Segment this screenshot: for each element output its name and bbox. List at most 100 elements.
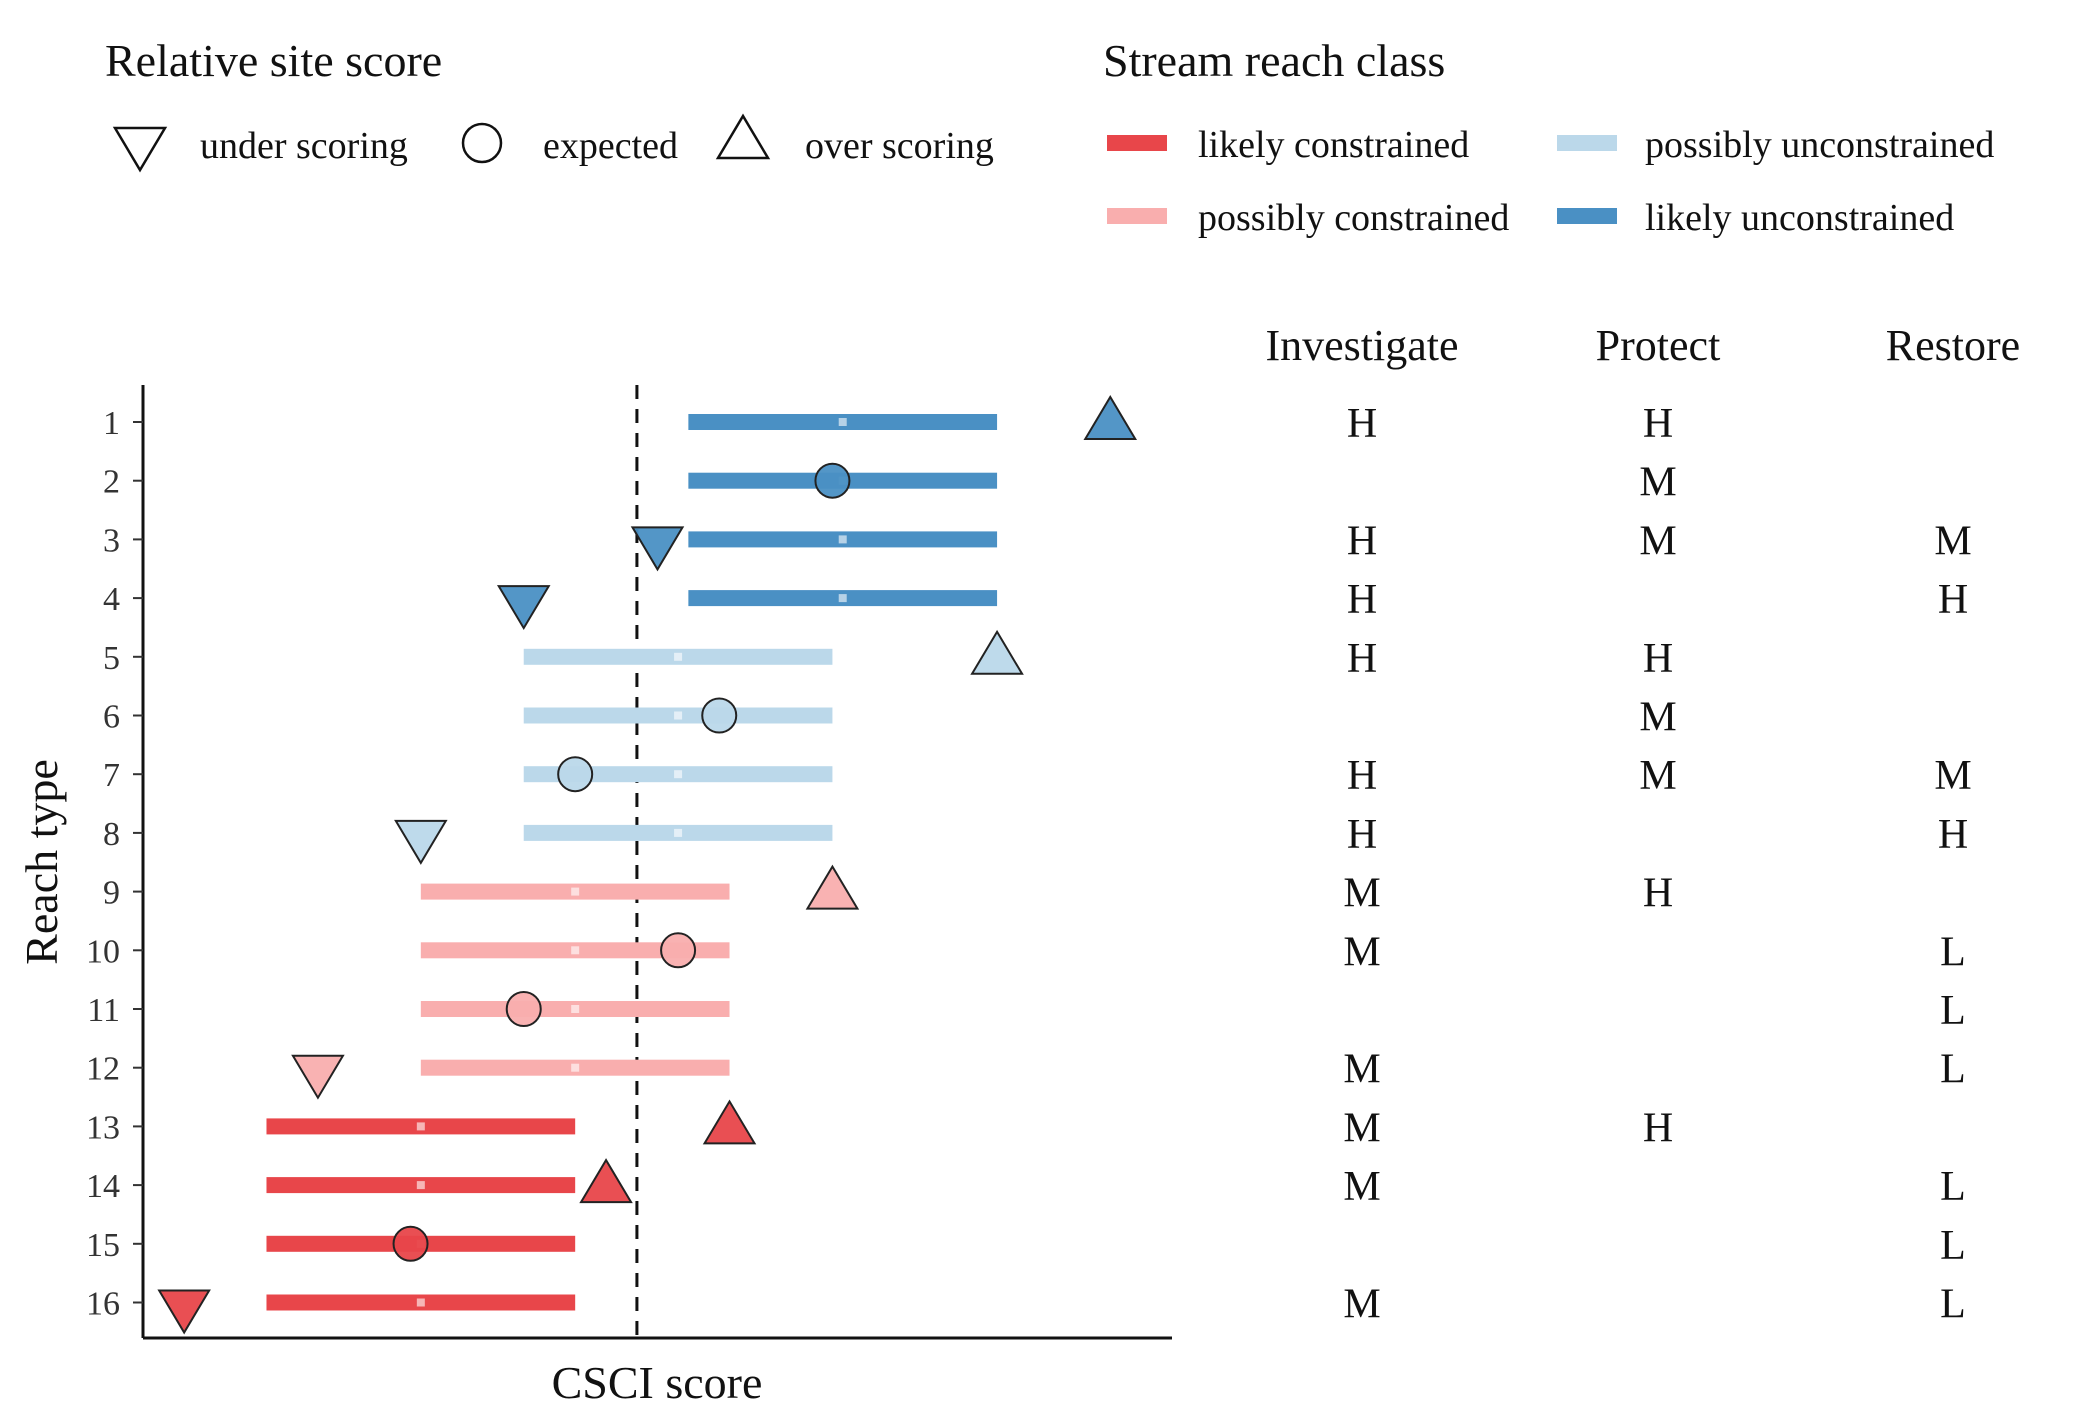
priority-cell: M [1639,695,1676,741]
y-tick-label: 9 [103,875,120,912]
legend-swatch-likely-unconstrained [1557,208,1617,224]
priority-cell: M [1934,518,1971,564]
priority-cell: H [1347,812,1377,858]
y-tick-label: 12 [86,1051,120,1088]
y-tick-label: 11 [87,992,120,1029]
legend-possibly-constrained-label: possibly constrained [1198,197,1509,239]
priority-cell: H [1938,577,1968,623]
triangle-down-icon [112,126,168,173]
legend-site-score: Relative site score under scoring expect… [105,35,994,173]
priority-cell: M [1343,1282,1380,1328]
site-score-markers [157,395,1138,1335]
legend-under-scoring-label: under scoring [200,125,408,167]
reach-median-mark [674,652,683,661]
priority-column-header: Protect [1596,321,1721,370]
priority-cell: M [1343,1105,1380,1151]
legend-swatch-likely-constrained [1107,135,1167,151]
y-tick-label: 10 [86,933,120,970]
y-tick-label: 4 [103,581,120,618]
legend-possibly-unconstrained-label: possibly unconstrained [1645,124,1994,166]
site-marker-over-scoring [579,1158,633,1204]
legend-swatch-possibly-unconstrained [1557,135,1617,151]
y-axis-title: Reach type [16,759,67,965]
priority-cell: L [1940,1047,1966,1093]
priority-cell: H [1643,871,1673,917]
site-marker-expected [814,462,851,499]
axes: CSCI score Reach type [16,385,1172,1408]
reach-median-mark [674,711,683,720]
reach-median-mark [838,418,847,426]
priority-cell: H [1938,812,1968,858]
legend-swatch-possibly-constrained [1107,208,1167,224]
legend-likely-unconstrained-label: likely unconstrained [1645,197,1954,239]
legend-expected-label: expected [543,125,678,167]
priority-cell: H [1643,636,1673,682]
site-marker-over-scoring [970,629,1024,675]
x-axis-title: CSCI score [552,1357,763,1408]
priority-cell: L [1940,1164,1966,1210]
priority-cell: H [1347,518,1377,564]
priority-cell: M [1639,518,1676,564]
y-tick-label: 7 [103,757,120,794]
priority-cell: H [1347,636,1377,682]
priority-cell: M [1343,1047,1380,1093]
reach-median-mark [838,594,847,603]
y-tick-label: 16 [86,1286,120,1323]
legend-site-score-title: Relative site score [105,35,442,86]
reach-median-mark [416,1298,425,1307]
reach-median-mark [416,1122,425,1131]
priority-cell: H [1347,753,1377,799]
reach-median-mark [838,535,847,544]
priority-cell: M [1343,871,1380,917]
site-marker-expected [505,991,542,1027]
reach-median-mark [571,1063,580,1072]
priority-column-header: Investigate [1265,321,1458,370]
legend-reach-class: Stream reach class likely constrained po… [1103,35,1994,239]
legend-over-scoring-label: over scoring [805,125,994,167]
y-tick-label: 2 [103,464,120,501]
priority-cell: L [1940,929,1966,975]
site-marker-over-scoring [1083,395,1138,440]
priority-cell: H [1643,1105,1673,1151]
legend-likely-constrained-label: likely constrained [1198,124,1469,166]
y-tick-label: 14 [86,1168,120,1205]
legend-reach-class-title: Stream reach class [1103,35,1445,86]
reach-median-mark [674,828,683,837]
y-tick-label: 5 [103,640,120,677]
priority-cell: M [1343,1164,1380,1210]
site-marker-under-scoring [157,1289,211,1335]
site-marker-expected [701,697,738,734]
priority-cell: H [1347,401,1377,447]
site-marker-over-scoring [805,864,860,910]
priority-cell: M [1639,753,1676,799]
priority-cell: M [1639,460,1676,506]
site-marker-expected [557,756,594,793]
site-marker-under-scoring [291,1054,345,1100]
reach-median-mark [571,946,580,955]
y-tick-label: 13 [86,1109,120,1146]
y-tick-label: 8 [103,816,120,853]
y-tick-label: 6 [103,699,120,736]
y-tick-label: 3 [103,522,120,559]
reach-median-mark [571,887,580,896]
priority-cell: H [1643,401,1673,447]
site-marker-expected [392,1225,429,1262]
legend-expected: expected [461,122,678,167]
triangle-up-icon [715,113,771,160]
reach-median-mark [674,770,683,779]
site-marker-expected [660,932,697,969]
site-marker-under-scoring [394,819,448,865]
priority-cell: L [1940,988,1966,1034]
legend-over-scoring: over scoring [715,113,994,167]
y-tick-label: 15 [86,1227,120,1264]
reach-median-mark [571,1005,580,1013]
priority-cell: M [1934,753,1971,799]
priority-column-header: Restore [1886,321,2020,370]
reach-median-mark [416,1181,425,1190]
priority-cell: L [1940,1223,1966,1269]
reach-range-bars [266,414,998,1311]
site-marker-under-scoring [630,526,685,572]
